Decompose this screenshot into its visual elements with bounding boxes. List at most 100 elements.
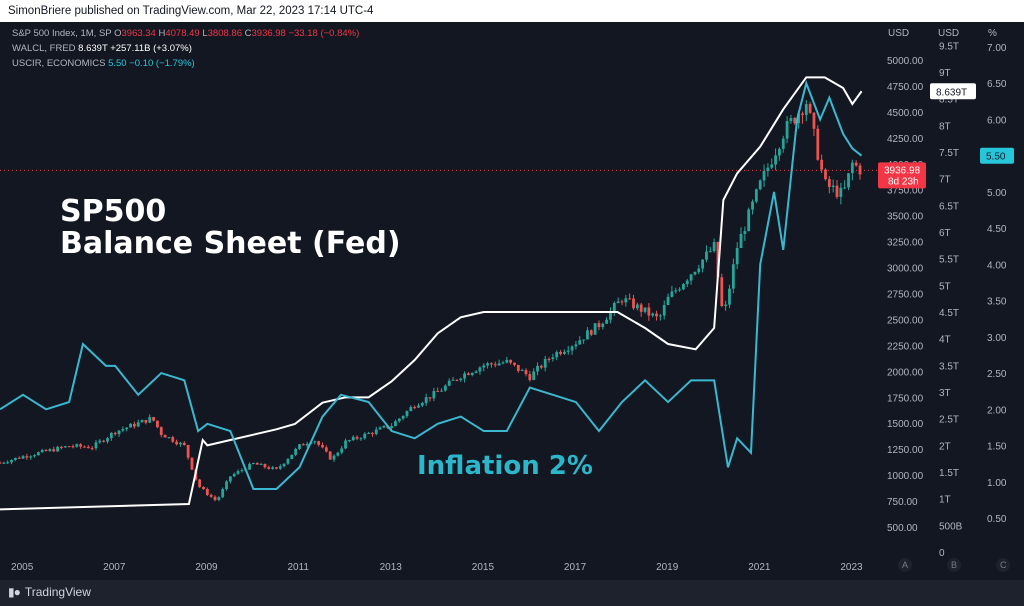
price-tick-label: 4500.00 [887, 108, 924, 119]
balance-sheet-tick-label: 4T [939, 335, 951, 346]
sp500-candle [551, 357, 555, 360]
balance-sheet-tick-label: 6.5T [939, 201, 959, 212]
sp500-candle [286, 459, 290, 464]
sp500-candle [420, 402, 424, 406]
sp500-candle [417, 405, 420, 408]
sp500-candle [132, 423, 136, 427]
sp500-candle [17, 457, 21, 459]
x-tick-label: 2009 [195, 562, 218, 573]
sp500-candle [217, 497, 221, 500]
axis-option-c-button[interactable] [996, 558, 1010, 572]
legend-walcl-name: WALCL, FRED [12, 43, 76, 54]
sp500-candle [820, 159, 824, 170]
sp500-candle [129, 423, 132, 428]
sp500-candle [793, 118, 797, 124]
sp500-candle [705, 251, 708, 260]
tradingview-brand[interactable]: ▮● TradingView [8, 585, 91, 599]
pct-tick-label: 4.00 [987, 260, 1007, 271]
price-badge-countdown: 8d 23h [888, 176, 919, 187]
axis-option-b-button[interactable] [947, 558, 961, 572]
sp500-candle [524, 370, 528, 375]
sp500-candle [125, 427, 129, 429]
legend-o-value: 3963.34 [121, 28, 156, 39]
sp500-candle [459, 378, 463, 381]
price-chart[interactable]: USDUSD%5000.004750.004500.004250.004000.… [0, 22, 1024, 580]
sp500-candle [850, 162, 854, 174]
legend-sp500[interactable]: S&P 500 Index, 1M, SP O3963.34 H4078.49 … [12, 28, 359, 39]
pct-tick-label: 1.00 [987, 478, 1007, 489]
sp500-candle [670, 291, 674, 297]
sp500-candle [678, 289, 681, 291]
sp500-candle [589, 330, 593, 335]
sp500-candle [40, 449, 44, 453]
sp500-candle [175, 441, 179, 445]
sp500-candle [305, 443, 309, 446]
sp500-candle [321, 444, 324, 448]
sp500-candle [33, 455, 36, 457]
axis-option-c-label: C [1000, 560, 1007, 570]
sp500-candle [363, 433, 367, 439]
price-badge-value: 3936.98 [884, 165, 921, 176]
sp500-candle [547, 358, 551, 360]
legend-sp500-name: S&P 500 Index, 1M, SP [12, 28, 112, 39]
sp500-candle [731, 264, 735, 289]
axis-option-b-label: B [951, 560, 957, 570]
sp500-candle [578, 340, 582, 345]
x-tick-label: 2013 [380, 562, 403, 573]
sp500-candle [470, 372, 474, 375]
sp500-candle [271, 467, 275, 469]
price-tick-label: 3000.00 [887, 264, 924, 275]
sp500-candle [25, 456, 29, 458]
axis-panel [880, 22, 1024, 580]
sp500-candle [409, 407, 413, 412]
price-tick-label: 3750.00 [887, 186, 924, 197]
sp500-candle [6, 462, 10, 464]
sp500-candle [344, 440, 347, 449]
sp500-candle [301, 444, 305, 446]
sp500-candle [447, 380, 451, 386]
sp500-candle [816, 128, 820, 160]
sp500-candle [605, 319, 609, 324]
sp500-candle [359, 438, 363, 440]
x-tick-label: 2019 [656, 562, 679, 573]
sp500-candle [228, 476, 232, 482]
sp500-candle [117, 430, 121, 435]
sp500-candle [697, 268, 701, 272]
sp500-candle [724, 304, 728, 307]
published-text: SimonBriere published on TradingView.com… [8, 5, 374, 17]
sp500-candle [2, 462, 6, 464]
sp500-candle [639, 304, 643, 312]
sp500-candle [113, 432, 117, 435]
sp500-candle [202, 487, 205, 490]
balance-sheet-badge-value: 8.639T [936, 87, 967, 98]
sp500-candle [643, 307, 647, 312]
sp500-candle [632, 298, 635, 309]
legend-uscir[interactable]: USCIR, ECONOMICS 5.50 −0.10 (−1.79%) [12, 58, 195, 69]
legend-l-value: 3808.86 [207, 28, 242, 39]
sp500-candle [367, 433, 370, 435]
sp500-candle [658, 315, 662, 317]
published-header: SimonBriere published on TradingView.com… [0, 0, 1024, 22]
sp500-candle [808, 103, 812, 113]
sp500-candle [179, 442, 182, 445]
legend-walcl[interactable]: WALCL, FRED 8.639T +257.11B (+3.07%) [12, 43, 192, 54]
sp500-candle [10, 459, 13, 463]
sp500-candle [278, 466, 282, 469]
sp500-candle [282, 463, 286, 467]
sp500-candle [351, 436, 355, 441]
sp500-candle [758, 180, 762, 190]
price-tick-label: 4750.00 [887, 82, 924, 93]
sp500-candle [152, 417, 155, 421]
sp500-candle [443, 385, 447, 391]
sp500-candle [854, 162, 858, 166]
sp500-candle [827, 179, 831, 187]
sp500-candle [505, 359, 509, 363]
sp500-candle [574, 344, 578, 347]
sp500-candle [36, 452, 40, 456]
axis-option-a-button[interactable] [898, 558, 912, 572]
price-tick-label: 1250.00 [887, 445, 924, 456]
sp500-candle [213, 496, 217, 500]
sp500-candle [486, 363, 490, 366]
sp500-candle [712, 242, 716, 252]
sp500-candle [29, 456, 33, 458]
